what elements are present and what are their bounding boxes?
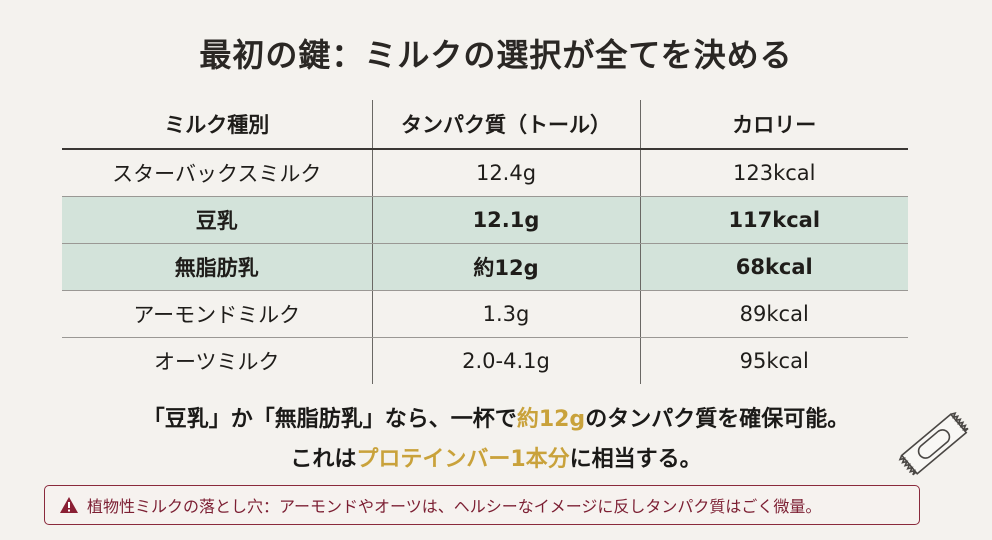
summary-text: 「豆乳」か「無脂肪乳」なら、一杯で約12gのタンパク質を確保可能。 これはプロテ… [0, 400, 992, 480]
summary-text-part: これは [290, 447, 357, 472]
warning-box: 植物性ミルクの落とし穴：アーモンドやオーツは、ヘルシーなイメージに反しタンパク質… [44, 485, 920, 525]
milk-name: オーツミルク [153, 350, 280, 374]
warning-triangle-icon [60, 497, 78, 513]
summary-line-1: 「豆乳」か「無脂肪乳」なら、一杯で約12gのタンパク質を確保可能。 [0, 400, 992, 440]
table-row-highlighted: 豆乳 12.1g 117kcal [62, 196, 908, 244]
header-protein: タンパク質（トール） [371, 100, 640, 150]
header-calories: カロリー [639, 100, 908, 150]
table-row: オーツミルク 2.0-4.1g 95kcal [62, 337, 908, 384]
protein-value: 12.4g [371, 149, 640, 197]
milk-name: アーモンドミルク [62, 290, 372, 338]
header-milk-type: ミルク種別 [62, 100, 372, 150]
calorie-value: 95kcal [639, 337, 908, 384]
warning-text: 植物性ミルクの落とし穴：アーモンドやオーツは、ヘルシーなイメージに反しタンパク質… [87, 497, 822, 516]
protein-bar-icon [898, 412, 969, 476]
summary-highlight: 約12g [516, 407, 586, 432]
summary-text-part: 「豆乳」か「無脂肪乳」なら、一杯で [142, 407, 517, 432]
protein-value: 1.3g [371, 290, 640, 338]
summary-highlight: プロテインバー1本分 [356, 447, 570, 472]
summary-text-part: に相当する。 [569, 447, 702, 472]
calorie-value: 68kcal [639, 243, 908, 291]
milk-name: 無脂肪乳 [62, 243, 372, 291]
milk-name: 豆乳 [62, 196, 372, 244]
protein-value: 12.1g [371, 196, 640, 244]
table-header-row: ミルク種別 タンパク質（トール） カロリー [62, 100, 908, 150]
calorie-value: 89kcal [639, 290, 908, 338]
summary-text-part: のタンパク質を確保可能。 [585, 407, 850, 432]
table-row-highlighted: 無脂肪乳 約12g 68kcal [62, 243, 908, 291]
calorie-value: 117kcal [639, 196, 908, 244]
page-title: 最初の鍵：ミルクの選択が全てを決める [199, 36, 793, 74]
milk-comparison-table: ミルク種別 タンパク質（トール） カロリー スターバックスミルク 12.4g 1… [62, 100, 908, 384]
table-row: スターバックスミルク 12.4g 123kcal [62, 149, 908, 197]
milk-name: スターバックスミルク [62, 149, 372, 197]
calorie-value: 123kcal [639, 149, 908, 197]
protein-value: 2.0-4.1g [371, 337, 640, 384]
table-row: アーモンドミルク 1.3g 89kcal [62, 290, 908, 338]
summary-line-2: これはプロテインバー1本分に相当する。 [0, 440, 992, 480]
protein-value: 約12g [371, 243, 640, 291]
